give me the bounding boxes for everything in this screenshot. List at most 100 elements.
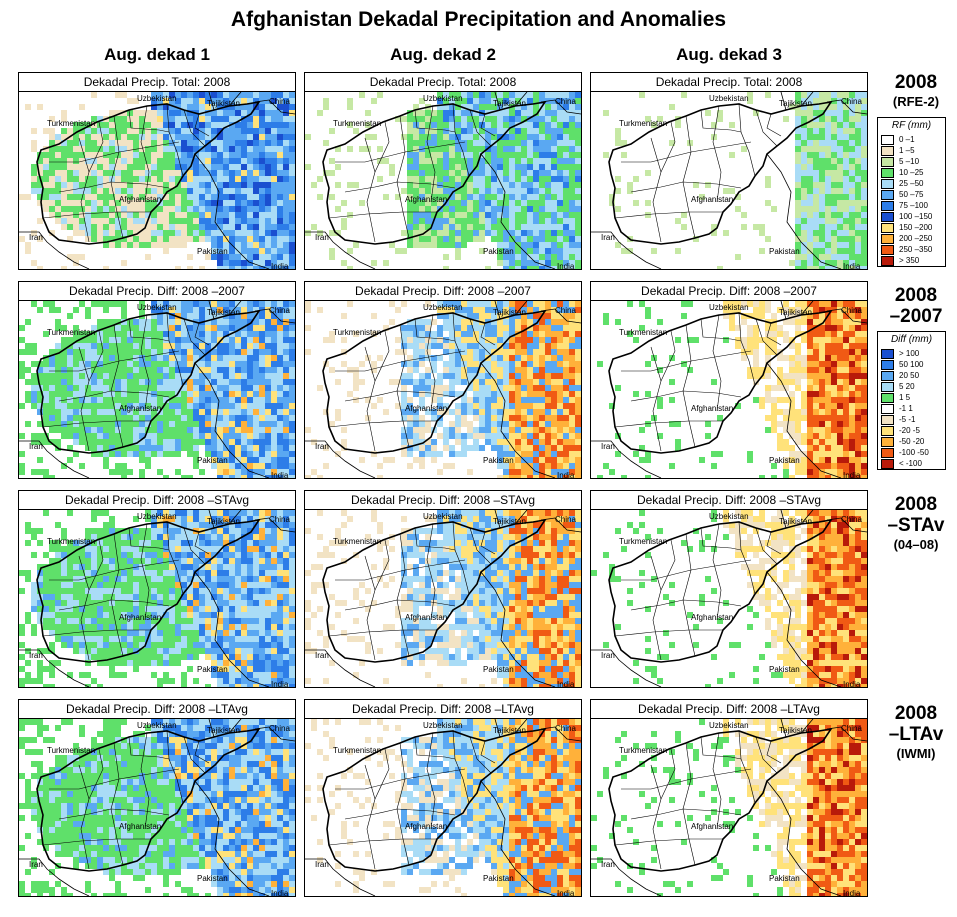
precip-cell	[283, 355, 289, 361]
precip-cell	[819, 409, 825, 415]
precip-cell	[615, 385, 621, 391]
precip-cell	[43, 385, 49, 391]
precip-cell	[563, 110, 569, 116]
precip-cell	[401, 409, 407, 415]
precip-cell	[265, 116, 271, 122]
precip-cell	[425, 439, 431, 445]
precip-cell	[31, 469, 37, 475]
precip-cell	[563, 98, 569, 104]
precip-cell	[199, 391, 205, 397]
precip-cell	[127, 415, 133, 421]
precip-cell	[521, 367, 527, 373]
precip-cell	[127, 122, 133, 128]
precip-cell	[759, 224, 765, 230]
precip-cell	[729, 313, 735, 319]
precip-cell	[753, 379, 759, 385]
precip-cell	[455, 194, 461, 200]
precip-cell	[569, 313, 575, 319]
precip-cell	[91, 349, 97, 355]
precip-cell	[467, 128, 473, 134]
precip-cell	[157, 146, 163, 152]
precip-cell	[277, 349, 283, 355]
precip-cell	[211, 188, 217, 194]
precip-cell	[121, 415, 127, 421]
precip-cell	[211, 146, 217, 152]
precip-cell	[449, 349, 455, 355]
precip-cell	[569, 116, 575, 122]
precip-cell	[557, 469, 563, 475]
precip-cell	[377, 475, 383, 478]
precip-cell	[317, 385, 323, 391]
precip-cell	[563, 248, 569, 254]
precip-cell	[455, 361, 461, 367]
precip-cell	[193, 236, 199, 242]
precip-cell	[819, 92, 825, 98]
precip-cell	[413, 164, 419, 170]
precip-cell	[43, 379, 49, 385]
precip-cell	[551, 457, 557, 463]
precip-cell	[407, 463, 413, 469]
precip-cell	[801, 236, 807, 242]
precip-cell	[491, 122, 497, 128]
precip-cell	[509, 176, 515, 182]
precip-cell	[467, 313, 473, 319]
precip-cell	[843, 128, 849, 134]
precip-cell	[443, 98, 449, 104]
precip-cell	[765, 176, 771, 182]
precip-cell	[115, 331, 121, 337]
precip-cell	[491, 331, 497, 337]
precip-cell	[783, 379, 789, 385]
precip-cell	[235, 343, 241, 349]
precip-cell	[819, 104, 825, 110]
precip-cell	[139, 194, 145, 200]
precip-cell	[181, 230, 187, 236]
precip-cell	[133, 421, 139, 427]
precip-cell	[557, 331, 563, 337]
precip-cell	[533, 445, 539, 451]
precip-cell	[431, 116, 437, 122]
precip-cell	[217, 140, 223, 146]
precip-cell	[259, 379, 265, 385]
precip-cell	[205, 194, 211, 200]
precip-cell	[359, 379, 365, 385]
precip-cell	[73, 206, 79, 212]
precip-cell	[843, 415, 849, 421]
precip-cell	[73, 218, 79, 224]
precip-cell	[199, 134, 205, 140]
precip-cell	[289, 307, 295, 313]
precip-cell	[347, 182, 353, 188]
precip-cell	[861, 355, 867, 361]
precip-cell	[305, 301, 311, 307]
precip-cell	[19, 361, 25, 367]
precip-cell	[783, 445, 789, 451]
precip-cell	[181, 242, 187, 248]
precip-cell	[753, 367, 759, 373]
precip-cell	[277, 439, 283, 445]
precip-cell	[335, 206, 341, 212]
precip-cell	[443, 373, 449, 379]
precip-cell	[575, 391, 581, 397]
precip-cell	[437, 104, 443, 110]
precip-cell	[455, 415, 461, 421]
precip-cell	[259, 391, 265, 397]
precip-cell	[73, 188, 79, 194]
precip-cell	[777, 325, 783, 331]
precip-cell	[843, 433, 849, 439]
precip-cell	[383, 194, 389, 200]
precip-cell	[103, 128, 109, 134]
precip-cell	[199, 301, 205, 307]
precip-cell	[377, 355, 383, 361]
precip-cell	[247, 110, 253, 116]
precip-cell	[127, 403, 133, 409]
precip-cell	[533, 200, 539, 206]
precip-cell	[497, 230, 503, 236]
precip-cell	[283, 343, 289, 349]
precip-cell	[831, 176, 837, 182]
precip-cell	[563, 92, 569, 98]
precip-cell	[467, 176, 473, 182]
precip-cell	[163, 415, 169, 421]
country-label: Pakistan	[769, 247, 800, 256]
precip-cell	[145, 337, 151, 343]
precip-cell	[479, 164, 485, 170]
precip-cell	[533, 224, 539, 230]
